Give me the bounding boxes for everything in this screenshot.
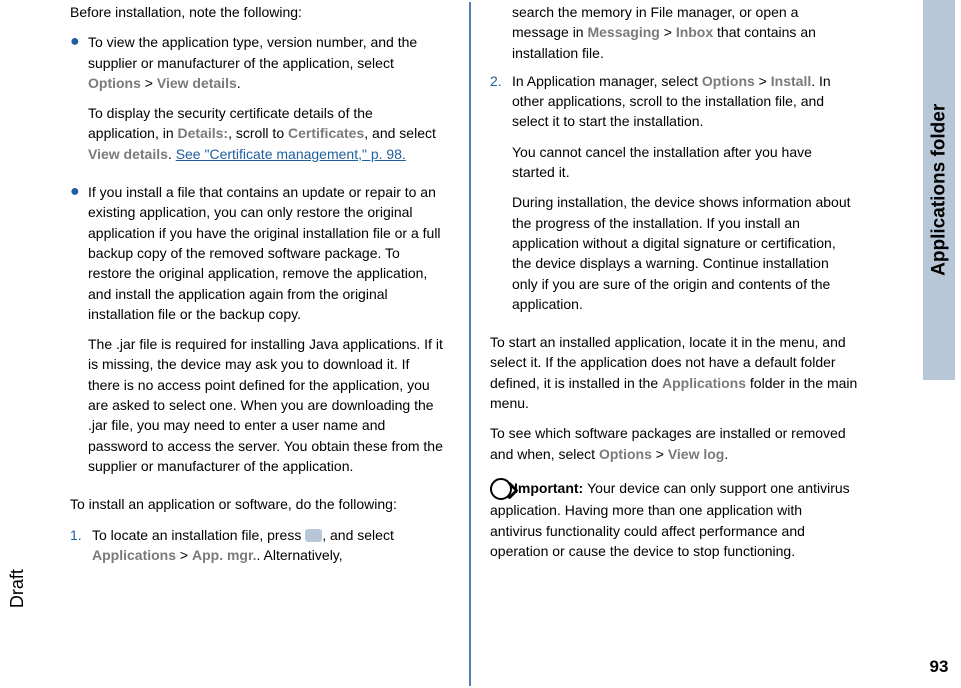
install-intro: To install an application or software, d…	[70, 494, 445, 514]
bullet-2-body: If you install a file that contains an u…	[88, 182, 445, 486]
bullet-2-p1: If you install a file that contains an u…	[88, 182, 445, 324]
section-tab-label: Applications folder	[925, 104, 953, 276]
cert-management-link[interactable]: See "Certificate management," p. 98.	[176, 146, 406, 162]
step-number: 2.	[490, 71, 512, 324]
options-label: Options	[702, 73, 755, 89]
important-note: Important: Your device can only support …	[490, 478, 858, 561]
text: , and select	[364, 125, 436, 141]
app-mgr-label: App. mgr.	[192, 547, 257, 563]
inbox-label: Inbox	[676, 24, 713, 40]
text: .	[724, 446, 728, 462]
text: , scroll to	[228, 125, 288, 141]
text: >	[660, 24, 676, 40]
step-1-body: To locate an installation file, press , …	[92, 525, 445, 566]
important-icon	[490, 478, 512, 500]
bullet-1: ● To view the application type, version …	[70, 32, 445, 174]
step-2-p3: During installation, the device shows in…	[512, 192, 858, 314]
start-app-para: To start an installed application, locat…	[490, 332, 858, 413]
text: >	[141, 75, 157, 91]
important-label: Important:	[514, 480, 587, 496]
bullet-icon: ●	[70, 182, 88, 486]
bullet-icon: ●	[70, 32, 88, 174]
bullet-1-p2: To display the security certificate deta…	[88, 103, 445, 164]
text: . Alternatively,	[257, 547, 343, 563]
step-2-body: In Application manager, select Options >…	[512, 71, 858, 324]
step-2: 2. In Application manager, select Option…	[490, 71, 858, 324]
text: To locate an installation file, press	[92, 527, 305, 543]
text: .	[237, 75, 241, 91]
install-label: Install	[771, 73, 811, 89]
page-number: 93	[923, 655, 955, 680]
text: In Application manager, select	[512, 73, 702, 89]
text: >	[176, 547, 192, 563]
page-container: Before installation, note the following:…	[0, 0, 961, 688]
bullet-1-p1: To view the application type, version nu…	[88, 32, 445, 93]
column-divider	[469, 2, 471, 686]
step-number: 1.	[70, 525, 92, 566]
view-details-label: View details	[88, 146, 168, 162]
options-label: Options	[599, 446, 652, 462]
section-tab: Applications folder	[923, 0, 955, 380]
view-details-label: View details	[157, 75, 237, 91]
bullet-2: ● If you install a file that contains an…	[70, 182, 445, 486]
text: >	[755, 73, 771, 89]
text: , and select	[322, 527, 394, 543]
text: .	[168, 146, 176, 162]
applications-label: Applications	[662, 375, 746, 391]
applications-label: Applications	[92, 547, 176, 563]
draft-watermark-small: Draft	[4, 569, 30, 608]
messaging-label: Messaging	[587, 24, 659, 40]
step-1: 1. To locate an installation file, press…	[70, 525, 445, 566]
options-label: Options	[88, 75, 141, 91]
view-log-label: View log	[668, 446, 725, 462]
right-column: search the memory in File manager, or op…	[475, 2, 868, 686]
step-1-cont: search the memory in File manager, or op…	[490, 2, 858, 63]
certificates-label: Certificates	[288, 125, 364, 141]
view-log-para: To see which software packages are insta…	[490, 423, 858, 464]
text: To view the application type, version nu…	[88, 34, 417, 70]
text: >	[652, 446, 668, 462]
step-2-p2: You cannot cancel the installation after…	[512, 142, 858, 183]
bullet-1-body: To view the application type, version nu…	[88, 32, 445, 174]
bullet-2-p2: The .jar file is required for installing…	[88, 334, 445, 476]
menu-key-icon	[305, 529, 322, 542]
intro-text: Before installation, note the following:	[70, 2, 445, 22]
left-column: Before installation, note the following:…	[70, 2, 465, 686]
details-label: Details:	[178, 125, 229, 141]
step-2-p1: In Application manager, select Options >…	[512, 71, 858, 132]
step-spacer	[490, 2, 512, 63]
step-1-cont-body: search the memory in File manager, or op…	[512, 2, 858, 63]
